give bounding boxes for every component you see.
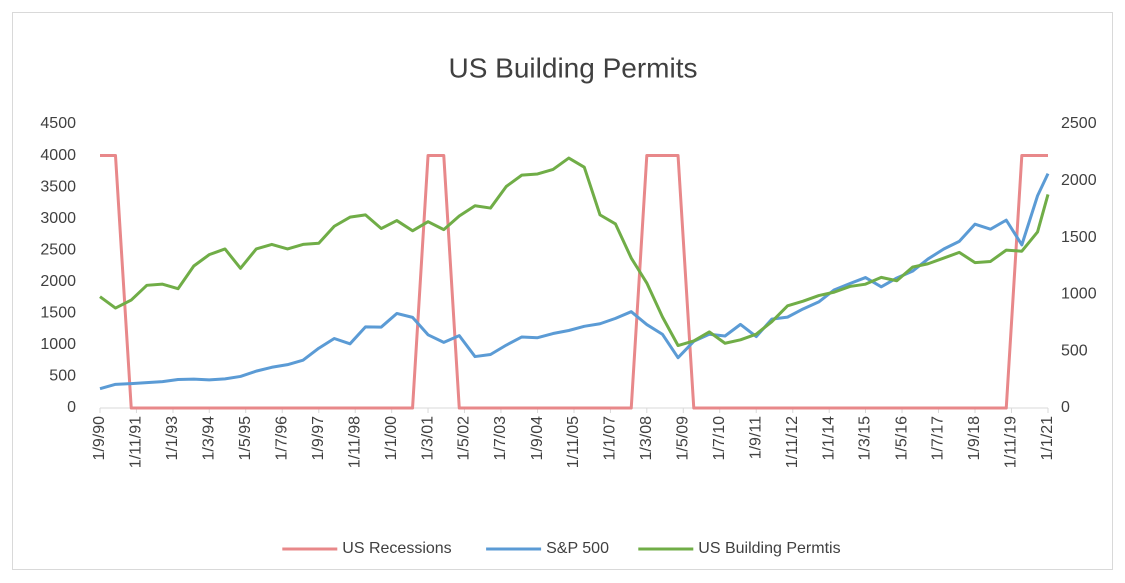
x-tick-label: 1/3/08 [638, 416, 655, 461]
y2-tick-label: 2500 [1061, 115, 1097, 132]
y-tick-label: 3000 [40, 210, 76, 227]
x-tick-label: 1/11/05 [565, 416, 582, 468]
y-tick-label: 1000 [40, 336, 76, 353]
y-tick-label: 2000 [40, 273, 76, 290]
series-line [100, 154, 1048, 410]
y2-tick-label: 2000 [1061, 172, 1097, 189]
x-tick-label: 1/9/11 [747, 416, 764, 459]
x-tick-label: 1/1/21 [1039, 416, 1056, 461]
x-tick-label: 1/1/00 [383, 416, 400, 461]
chart-title: US Building Permits [449, 52, 698, 83]
x-tick-label: 1/9/18 [966, 416, 983, 461]
series-line [99, 156, 1050, 348]
x-tick-label: 1/11/12 [784, 416, 801, 468]
x-tick-label: 1/5/16 [893, 416, 910, 461]
x-tick-label: 1/3/01 [419, 416, 436, 461]
legend-label: S&P 500 [546, 540, 609, 557]
x-tick-label: 1/1/93 [164, 416, 181, 461]
x-tick-label: 1/7/10 [711, 416, 728, 461]
x-tick-label: 1/7/03 [492, 416, 509, 461]
y2-tick-label: 500 [1061, 342, 1088, 359]
y-tick-label: 500 [49, 368, 76, 385]
x-tick-label: 1/3/94 [200, 416, 217, 461]
y2-tick-label: 1000 [1061, 286, 1097, 303]
x-tick-label: 1/5/09 [674, 416, 691, 461]
x-tick-label: 1/11/19 [1003, 416, 1020, 468]
x-tick-label: 1/7/17 [930, 416, 947, 461]
x-tick-label: 1/9/90 [91, 416, 108, 461]
x-tick-label: 1/5/02 [456, 416, 473, 461]
x-tick-label: 1/9/97 [310, 416, 327, 461]
legend-label: US Recessions [342, 540, 451, 557]
y2-tick-label: 0 [1061, 399, 1070, 416]
x-tick-label: 1/3/15 [857, 416, 874, 461]
x-tick-label: 1/11/91 [128, 416, 145, 468]
x-tick-label: 1/7/96 [273, 416, 290, 461]
x-tick-label: 1/5/95 [237, 416, 254, 461]
x-tick-label: 1/11/98 [346, 416, 363, 468]
x-tick-label: 1/1/14 [820, 416, 837, 461]
y-tick-label: 0 [67, 399, 76, 416]
x-tick-label: 1/1/07 [602, 416, 619, 461]
legend-label: US Building Permtis [698, 540, 840, 557]
y2-tick-label: 1500 [1061, 229, 1097, 246]
chart-border [12, 12, 1113, 570]
x-tick-label: 1/9/04 [529, 416, 546, 461]
y-tick-label: 3500 [40, 178, 76, 195]
y-tick-label: 4000 [40, 147, 76, 164]
y-tick-label: 4500 [40, 115, 76, 132]
y-tick-label: 2500 [40, 241, 76, 258]
y-tick-label: 1500 [40, 305, 76, 322]
